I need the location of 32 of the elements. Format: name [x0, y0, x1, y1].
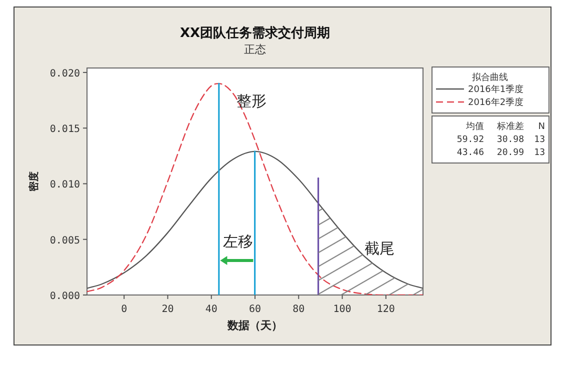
text: 43.46: [456, 148, 484, 158]
text: 13: [534, 148, 545, 158]
chart-subtitle: 正态: [244, 43, 266, 56]
annotation: 左移: [223, 232, 254, 251]
legend-label: 2016年2季度: [468, 97, 524, 108]
x-axis-title: 数据（天）: [226, 319, 282, 332]
x-tick-label: 100: [333, 304, 352, 315]
text: 20.99: [496, 148, 524, 158]
x-tick-label: 40: [205, 304, 218, 315]
x-tick-label: 60: [248, 304, 262, 315]
text: 均值: [465, 121, 484, 132]
y-tick-label: 0.015: [50, 124, 80, 136]
text: 59.92: [456, 135, 484, 145]
annotation: 整形: [236, 92, 267, 110]
legend-label: 2016年1季度: [468, 84, 524, 95]
x-tick-label: 120: [376, 304, 395, 315]
y-tick-label: 0.010: [50, 180, 80, 191]
chart-title: XX团队任务需求交付周期: [180, 25, 330, 41]
text: 30.98: [496, 135, 524, 145]
x-tick-label: 80: [292, 304, 305, 315]
y-tick-label: 0.020: [50, 68, 80, 80]
x-tick-label: 20: [162, 304, 174, 315]
x-tick-label: 0: [121, 304, 128, 315]
y-tick-label: 0.000: [50, 291, 80, 302]
y-axis-title: 密度: [28, 172, 40, 192]
text: N: [538, 122, 545, 132]
text: 13: [534, 135, 545, 145]
y-tick-label: 0.005: [50, 235, 80, 246]
line-series: [87, 150, 423, 289]
text: 标准差: [496, 121, 524, 132]
annotation: 截尾: [364, 239, 394, 258]
legend-title: 拟合曲线: [472, 72, 508, 83]
